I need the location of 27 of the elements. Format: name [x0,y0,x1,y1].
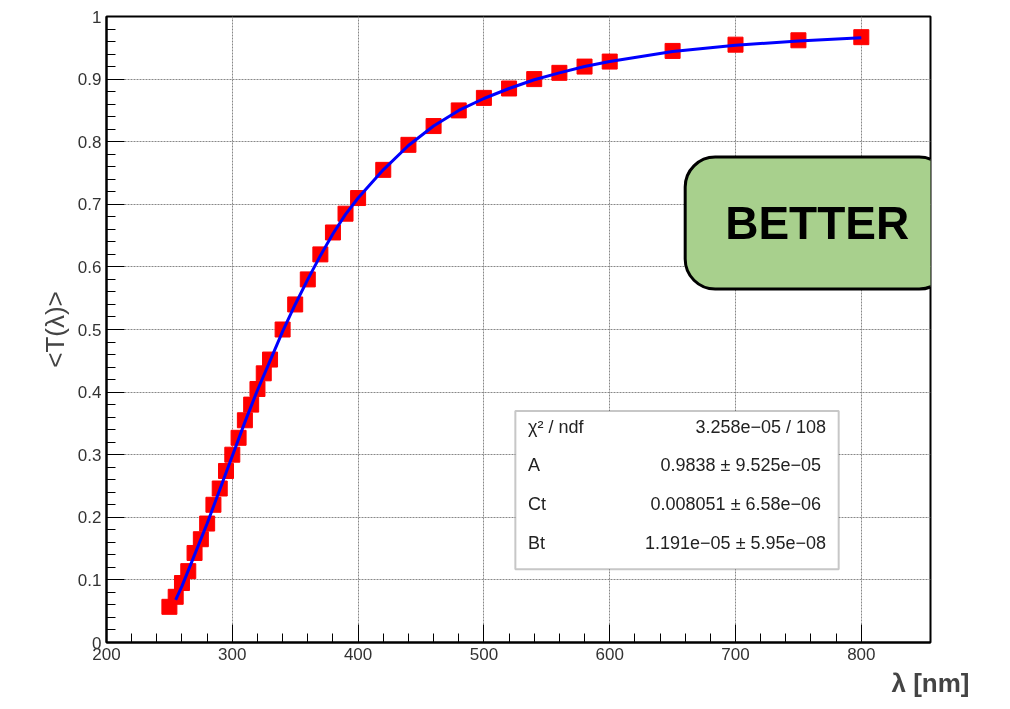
y-tick-label: 0.4 [77,383,102,403]
x-tick-label: 300 [218,644,247,664]
annotation: χ² / ndf [527,416,585,437]
y-tick-label: 0.9 [77,70,102,90]
y-tick-label: 0.5 [77,320,102,340]
annotation: Bt [527,532,545,553]
x-tick-label: 800 [847,644,876,664]
annotation: Ct [527,494,546,515]
y-tick-label: 0.3 [77,445,102,465]
annotation: 0.008051 ± 6.58e−06 [650,494,822,515]
y-tick-label: 0.7 [77,195,102,215]
annotation: A [527,455,540,476]
y-tick-label: 1 [92,7,102,27]
y-axis-title: <T(λ)> [39,291,70,368]
y-tick-label: 0.1 [77,570,102,590]
x-tick-label: 600 [595,644,624,664]
annotation: BETTER [725,197,910,250]
annotation: 1.191e−05 ± 5.95e−08 [645,532,827,553]
y-tick-label: 0.2 [77,508,102,528]
x-tick-label: 500 [469,644,499,664]
annotation: 3.258e−05 / 108 [695,416,827,437]
x-tick-label: 400 [343,644,373,664]
y-tick-label: 0.6 [77,257,102,277]
y-tick-label: 0.8 [77,132,102,152]
x-axis-title: λ [nm] [891,667,970,698]
x-tick-label: 700 [721,644,750,664]
annotation: 0.9838 ± 9.525e−05 [660,455,822,476]
